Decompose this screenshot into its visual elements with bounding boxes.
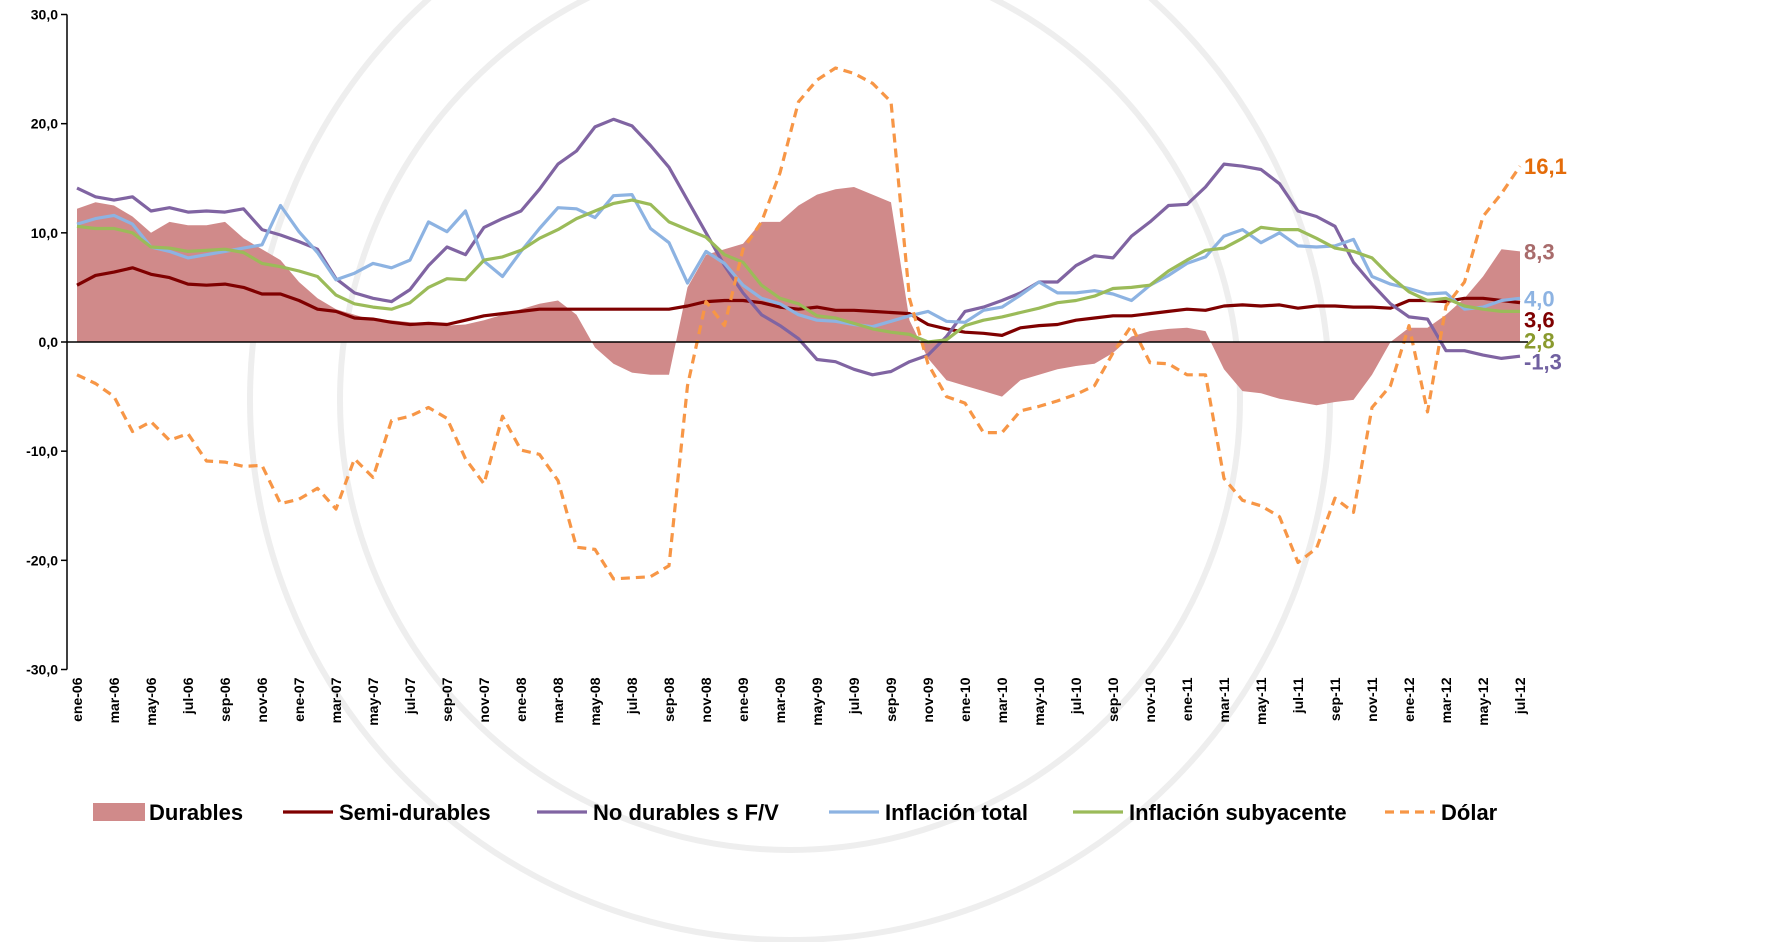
x-tick-label: sep-07 — [439, 677, 455, 722]
legend-label: Semi-durables — [339, 800, 491, 825]
line-series — [76, 266, 1521, 337]
legend-item: Inflación subyacente — [1073, 800, 1347, 825]
line-series — [76, 117, 1521, 377]
legend-label: Dólar — [1441, 800, 1498, 825]
x-tick-label: jul-09 — [846, 677, 862, 715]
x-tick-label: may-06 — [143, 677, 159, 725]
x-tick-label: mar-09 — [772, 677, 788, 723]
x-tick-label: nov-08 — [698, 677, 714, 722]
x-tick-label: nov-09 — [920, 677, 936, 722]
x-tick-label: sep-10 — [1105, 677, 1121, 722]
legend-item: No durables s F/V — [537, 800, 779, 825]
x-tick-label: mar-12 — [1438, 677, 1454, 723]
legend-item: Dólar — [1385, 800, 1498, 825]
x-tick-label: may-08 — [587, 677, 603, 725]
x-tick-label: mar-11 — [1216, 677, 1232, 722]
legend-swatch — [93, 803, 145, 821]
legend-label: Inflación subyacente — [1129, 800, 1347, 825]
x-tick-label: jul-12 — [1512, 677, 1528, 715]
x-tick-label: nov-06 — [254, 677, 270, 722]
end-label: 8,3 — [1524, 239, 1555, 264]
x-tick-label: nov-07 — [476, 677, 492, 722]
x-tick-label: ene-09 — [735, 677, 751, 722]
x-tick-label: may-10 — [1031, 677, 1047, 725]
x-tick-label: ene-12 — [1401, 677, 1417, 722]
x-tick-label: may-11 — [1253, 677, 1269, 725]
end-label: 2,8 — [1524, 328, 1555, 353]
watermark — [247, 0, 1333, 942]
x-tick-label: ene-06 — [69, 677, 85, 722]
end-label: 3,6 — [1524, 307, 1555, 332]
x-tick-label: ene-07 — [291, 677, 307, 722]
legend-item: Durables — [93, 800, 243, 825]
line-series — [76, 66, 1522, 581]
x-tick-label: may-09 — [809, 677, 825, 725]
y-tick-label: -20,0 — [26, 552, 58, 568]
x-tick-label: ene-11 — [1179, 677, 1195, 721]
x-tick-label: nov-11 — [1364, 677, 1380, 722]
line-series — [76, 198, 1520, 344]
legend-label: Inflación total — [885, 800, 1028, 825]
plot-area — [76, 66, 1522, 581]
x-tick-label: jul-10 — [1068, 677, 1084, 715]
legend-item: Semi-durables — [283, 800, 491, 825]
legend-item: Inflación total — [829, 800, 1028, 825]
x-tick-label: jul-08 — [624, 677, 640, 715]
legend-label: Durables — [149, 800, 243, 825]
x-tick-label: ene-10 — [957, 677, 973, 722]
x-tick-label: may-12 — [1475, 677, 1491, 725]
x-tick-label: sep-08 — [661, 677, 677, 722]
y-tick-label: 0,0 — [39, 334, 59, 350]
x-tick-label: jul-07 — [402, 677, 418, 715]
x-tick-label: ene-08 — [513, 677, 529, 722]
y-tick-label: -30,0 — [26, 662, 58, 678]
y-tick-label: 20,0 — [31, 116, 58, 132]
legend-label: No durables s F/V — [593, 800, 779, 825]
x-tick-label: sep-06 — [217, 677, 233, 722]
end-label: -1,3 — [1524, 349, 1562, 374]
x-tick-label: jul-11 — [1290, 677, 1306, 714]
x-tick-label: mar-10 — [994, 677, 1010, 723]
x-tick-label: may-07 — [365, 677, 381, 725]
x-tick-label: mar-06 — [106, 677, 122, 723]
x-tick-label: mar-08 — [550, 677, 566, 723]
y-tick-label: 10,0 — [31, 225, 58, 241]
x-tick-label: sep-11 — [1327, 677, 1343, 721]
x-tick-label: jul-06 — [180, 677, 196, 715]
x-tick-label: mar-07 — [328, 677, 344, 723]
y-tick-label: -10,0 — [26, 443, 58, 459]
area-series — [77, 187, 1520, 406]
end-label: 4,0 — [1524, 286, 1555, 311]
x-tick-label: nov-10 — [1142, 677, 1158, 722]
y-tick-label: 30,0 — [31, 7, 58, 23]
line-series — [76, 193, 1521, 329]
end-label: 16,1 — [1524, 154, 1567, 179]
x-tick-label: sep-09 — [883, 677, 899, 722]
